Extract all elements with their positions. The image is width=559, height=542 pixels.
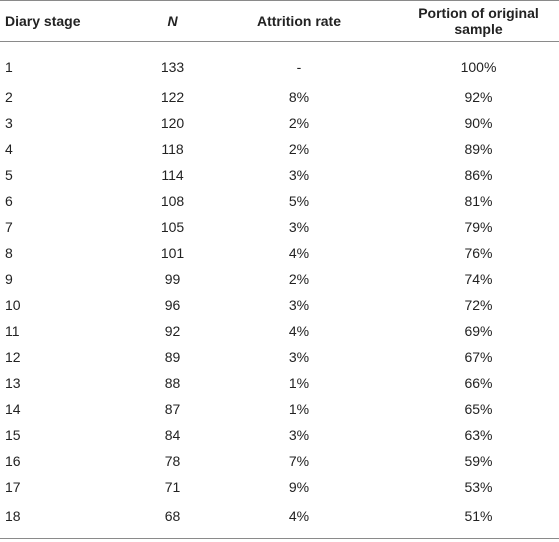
table-header: Diary stage N Attrition rate Portion of … [0, 0, 559, 42]
cell-diary-stage: 2 [5, 89, 13, 105]
cell-diary-stage: 5 [5, 167, 13, 183]
cell-portion-original-sample: 72% [464, 297, 493, 313]
table-body: 1 133-100% 2 122 8% 92% 3 120 2% 90% 4 118 2% 89% 5 114… [0, 42, 559, 539]
table-row: 17 71 9% 53% [0, 474, 559, 500]
table-row: 14 87 1% 65% [0, 396, 559, 422]
cell-attrition-rate: 1% [288, 401, 310, 417]
cell-portion-original-sample: 89% [464, 141, 493, 157]
cell-attrition-rate: 1% [288, 375, 310, 391]
cell-diary-stage: 11 [5, 323, 20, 339]
cell-attrition-rate: 3% [288, 349, 310, 365]
cell-attrition-rate: 4% [288, 323, 310, 339]
table-row: 4 118 2% 89% [0, 136, 559, 162]
cell-n: 122 [160, 89, 185, 105]
table-row: 1 133 - 100% [0, 42, 559, 85]
cell-portion-original-sample: 79% [464, 219, 493, 235]
cell-n: 114 [161, 167, 184, 183]
cell-n: 118 [161, 141, 184, 157]
cell-attrition-rate: 3% [288, 427, 310, 443]
cell-n: 89 [164, 349, 181, 365]
cell-portion-original-sample: 69% [464, 323, 493, 339]
cell-portion-original-sample: 90% [464, 115, 493, 131]
table-row: 3 120 2% 90% [0, 110, 559, 136]
cell-attrition-rate: 5% [288, 193, 310, 209]
cell-n: 105 [160, 219, 185, 235]
table-row: 18 68 4% 51% [0, 500, 559, 539]
table-row: 16 78 7% 59% [0, 448, 559, 474]
cell-portion-original-sample: 63% [464, 427, 493, 443]
cell-diary-stage: 18 [5, 508, 21, 524]
cell-n: 87 [164, 401, 181, 417]
cell-attrition-rate: 2% [288, 141, 310, 157]
cell-diary-stage: 16 [5, 453, 21, 469]
cell-diary-stage: 10 [5, 297, 21, 313]
table-row: 12 89 3% 67% [0, 344, 559, 370]
cell-portion-original-sample: 51% [464, 508, 493, 524]
cell-attrition-rate: 4% [288, 508, 310, 524]
cell-diary-stage: 7 [5, 219, 13, 235]
table-row: 15 84 3% 63% [0, 422, 559, 448]
cell-portion-original-sample: 66% [464, 375, 493, 391]
cell-attrition-rate: 3% [288, 167, 310, 183]
cell-portion-original-sample: 76% [464, 245, 493, 261]
cell-diary-stage: 17 [5, 479, 21, 495]
cell-attrition-rate: 2% [288, 115, 310, 131]
cell-diary-stage: 6 [5, 193, 13, 209]
cell-n: 120 [160, 115, 185, 131]
cell-attrition-rate: 2% [288, 271, 310, 287]
header-diary-stage: Diary stage [5, 13, 81, 29]
table-row: 9 99 2% 74% [0, 266, 559, 292]
cell-diary-stage: 9 [5, 271, 13, 287]
cell-n: 84 [164, 427, 181, 443]
cell-portion-original-sample: 100% [460, 59, 497, 75]
cell-portion-original-sample: 53% [464, 479, 493, 495]
cell-n: 71 [164, 479, 181, 495]
table-row: 6 108 5% 81% [0, 188, 559, 214]
cell-n: 101 [160, 245, 185, 261]
cell-diary-stage: 3 [5, 115, 13, 131]
cell-diary-stage: 14 [5, 401, 21, 417]
table-row: 8 101 4% 76% [0, 240, 559, 266]
header-attrition-rate: Attrition rate [257, 13, 341, 29]
cell-portion-original-sample: 65% [464, 401, 493, 417]
cell-portion-original-sample: 81% [464, 193, 493, 209]
cell-attrition-rate: 3% [288, 219, 310, 235]
cell-portion-original-sample: 67% [464, 349, 493, 365]
cell-n: 78 [164, 453, 181, 469]
cell-diary-stage: 12 [5, 349, 21, 365]
table-row: 10 96 3% 72% [0, 292, 559, 318]
cell-diary-stage: 8 [5, 245, 13, 261]
cell-n: 96 [164, 297, 181, 313]
cell-n: 92 [164, 323, 181, 339]
cell-n: 133 [160, 59, 185, 75]
cell-attrition-rate: 7% [288, 453, 310, 469]
cell-portion-original-sample: 74% [464, 271, 493, 287]
table-row: 11 92 4% 69% [0, 318, 559, 344]
cell-attrition-rate: - [296, 59, 302, 75]
header-portion-original-sample: Portion of original sample [418, 5, 539, 37]
cell-attrition-rate: 4% [288, 245, 310, 261]
cell-diary-stage: 15 [5, 427, 21, 443]
table-header-row: Diary stage N Attrition rate Portion of … [0, 0, 559, 42]
header-n: N [167, 13, 178, 29]
cell-attrition-rate: 9% [288, 479, 310, 495]
cell-n: 68 [164, 508, 181, 524]
table-row: 5 114 3% 86% [0, 162, 559, 188]
cell-n: 99 [164, 271, 181, 287]
cell-diary-stage: 1 [5, 59, 13, 75]
cell-n: 88 [164, 375, 181, 391]
table-row: 13 88 1% 66% [0, 370, 559, 396]
table-row: 7 105 3% 79% [0, 214, 559, 240]
cell-attrition-rate: 3% [288, 297, 310, 313]
table-row: 2 122 8% 92% [0, 84, 559, 110]
cell-diary-stage: 13 [5, 375, 21, 391]
cell-n: 108 [160, 193, 185, 209]
cell-attrition-rate: 8% [288, 89, 310, 105]
cell-diary-stage: 4 [5, 141, 13, 157]
cell-portion-original-sample: 86% [464, 167, 493, 183]
cell-portion-original-sample: 59% [464, 453, 493, 469]
cell-portion-original-sample: 92% [464, 89, 493, 105]
